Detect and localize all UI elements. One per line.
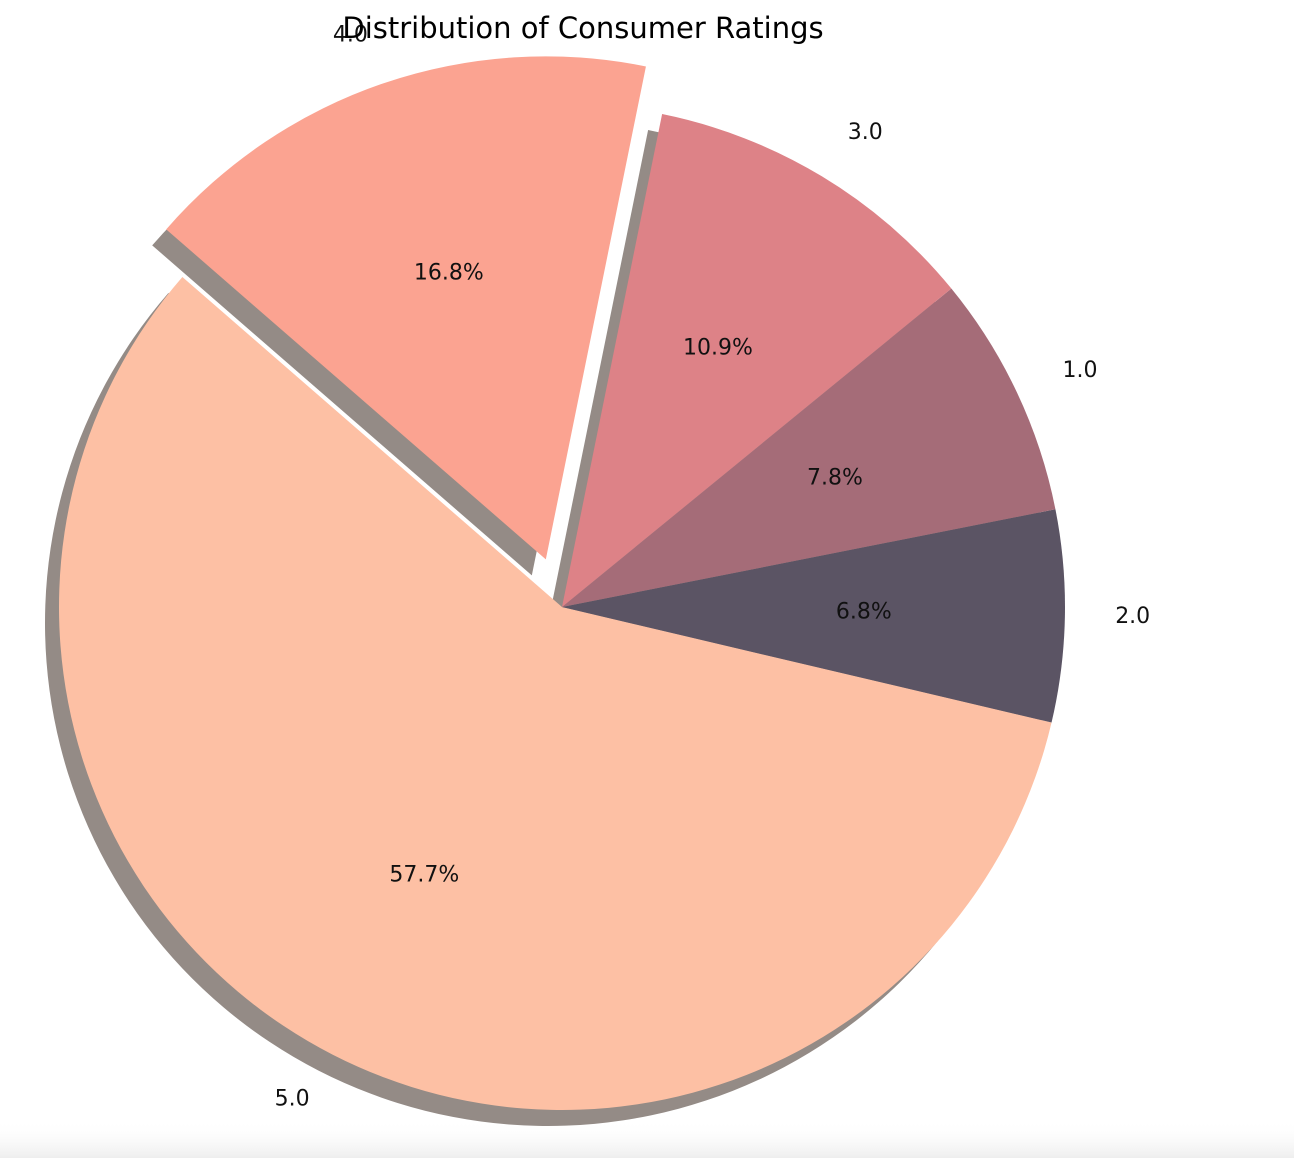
- pct-label-3-0: 10.9%: [683, 336, 753, 361]
- pct-label-2-0: 6.8%: [836, 600, 892, 625]
- bottom-fade: [0, 1120, 1294, 1158]
- slice-4-0: [166, 56, 646, 560]
- slice-label-3-0: 3.0: [848, 120, 883, 145]
- slice-5-0: [59, 277, 1052, 1110]
- slice-label-2-0: 2.0: [1115, 604, 1150, 629]
- slice-1-0: [562, 288, 1056, 607]
- slice-label-4-0: 4.0: [333, 23, 368, 48]
- slice-layer: [59, 56, 1065, 1110]
- pct-label-4-0: 16.8%: [414, 261, 484, 286]
- chart-title: Distribution of Consumer Ratings: [342, 11, 823, 45]
- label-layer: 5.0 57.7% 2.0 6.8% 1.0 7.8% 3.0 10.9% 4.0 16.8%: [275, 23, 1151, 1112]
- slice-label-1-0: 1.0: [1063, 358, 1098, 383]
- pct-label-5-0: 57.7%: [389, 863, 459, 888]
- pct-label-1-0: 7.8%: [807, 465, 863, 490]
- slice-3-0: [562, 114, 952, 607]
- slice-label-5-0: 5.0: [275, 1086, 310, 1111]
- slice-2-0: [562, 509, 1065, 723]
